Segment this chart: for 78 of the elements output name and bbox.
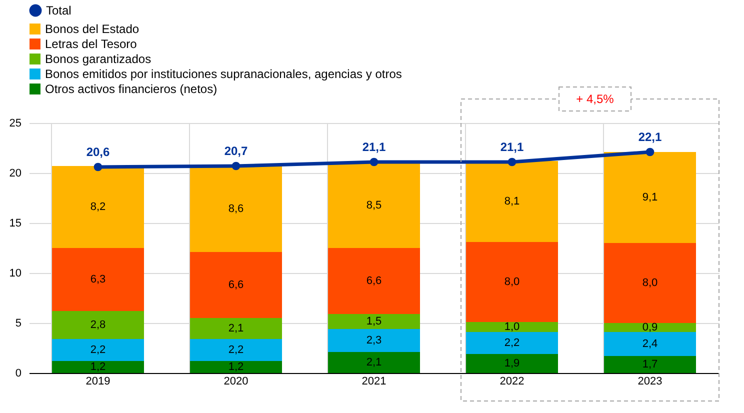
bar <box>328 314 420 329</box>
legend-label: Bonos del Estado <box>45 22 140 36</box>
text: + 4,5% <box>576 92 614 106</box>
data-label: 2,2 <box>90 344 106 356</box>
legend-label: Otros activos financieros (netos) <box>45 82 218 96</box>
data-label: 9,1 <box>642 192 658 204</box>
bar <box>328 329 420 352</box>
point <box>370 158 378 166</box>
bar <box>190 361 282 373</box>
y-tick-label: 15 <box>9 218 22 230</box>
data-label: 8,1 <box>504 196 520 208</box>
data-label: 21,1 <box>500 140 524 154</box>
data-label: 2,8 <box>90 319 106 331</box>
data-label: 2,1 <box>366 356 382 368</box>
y-tick-label: 0 <box>15 368 22 380</box>
data-label: 0,9 <box>642 322 658 334</box>
point <box>508 158 516 166</box>
data-label: 20,6 <box>86 145 110 159</box>
data-label: 1,9 <box>504 358 520 370</box>
data-label: 8,6 <box>228 203 244 215</box>
data-label: 6,3 <box>90 274 106 286</box>
bar <box>52 248 144 311</box>
legend-label: Total <box>46 4 72 18</box>
data-label: 20,7 <box>224 144 248 158</box>
bar <box>466 354 558 373</box>
data-label: 2,3 <box>366 334 382 346</box>
bar <box>466 332 558 354</box>
y-tick-label: 10 <box>9 268 22 280</box>
bar <box>190 318 282 339</box>
data-label: 8,0 <box>642 277 658 289</box>
bar <box>328 248 420 314</box>
bar <box>604 323 696 332</box>
bar <box>466 161 558 242</box>
bar <box>604 243 696 323</box>
x-tick-label: 2021 <box>362 376 386 388</box>
x-tick-label: 2019 <box>86 376 110 388</box>
bar <box>604 332 696 356</box>
bar <box>52 166 144 248</box>
bar <box>466 242 558 322</box>
bar <box>52 339 144 361</box>
data-label: 1,2 <box>228 361 244 373</box>
data-label: 1,2 <box>90 361 106 373</box>
bar <box>604 152 696 243</box>
legend-label: Letras del Tesoro <box>45 37 138 51</box>
x-tick-label: 2023 <box>638 376 662 388</box>
bar <box>190 339 282 361</box>
data-label: 1,0 <box>504 321 520 333</box>
bar <box>604 356 696 373</box>
y-tick-label: 25 <box>9 118 22 130</box>
data-label: 21,1 <box>362 140 386 154</box>
legend-label: Bonos garantizados <box>45 52 152 66</box>
data-label: 8,2 <box>90 201 106 213</box>
bar <box>466 322 558 332</box>
bar <box>328 163 420 248</box>
data-label: 8,5 <box>366 200 382 212</box>
y-tick-label: 5 <box>15 318 22 330</box>
x-tick-label: 2022 <box>500 376 524 388</box>
x-tick-label: 2020 <box>224 376 248 388</box>
legend-label: Bonos emitidos por instituciones supranacionales, agencias y otros <box>45 67 402 81</box>
point <box>94 162 102 172</box>
point <box>232 162 240 170</box>
bar <box>190 252 282 318</box>
data-label: 2,2 <box>504 337 520 349</box>
data-label: 1,7 <box>642 358 658 370</box>
point <box>646 148 654 156</box>
data-label: 2,2 <box>228 344 244 356</box>
bar <box>52 361 144 373</box>
data-label: 6,6 <box>366 275 382 287</box>
data-label: 2,4 <box>642 338 658 350</box>
data-label: 22,1 <box>638 130 662 144</box>
bar <box>328 352 420 373</box>
y-tick-label: 20 <box>9 168 22 180</box>
data-label: 1,5 <box>366 316 382 328</box>
bar <box>52 311 144 339</box>
data-label: 6,6 <box>228 279 244 291</box>
data-label: 2,1 <box>228 322 244 334</box>
bar <box>190 166 282 252</box>
data-label: 8,0 <box>504 276 520 288</box>
